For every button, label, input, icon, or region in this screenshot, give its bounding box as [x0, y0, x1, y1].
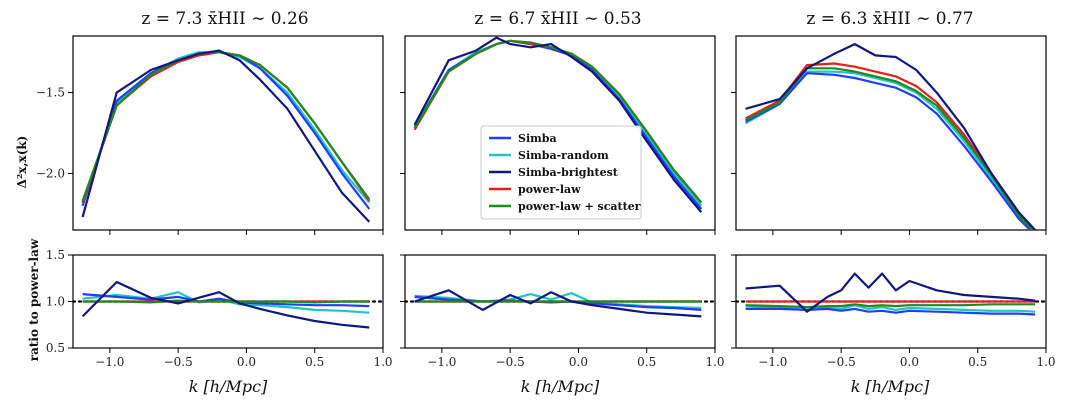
legend-label-simba-brightest: Simba-brightest	[518, 166, 619, 179]
panel-3-top-plot	[731, 35, 1047, 235]
bottom-y-axis-label: ratio to power-law	[27, 238, 41, 361]
simba-brightest-line	[81, 280, 370, 329]
power-law-scatter-line	[82, 299, 370, 304]
x-tick-label: −1.0	[95, 355, 124, 369]
x-tick-label: 1.0	[373, 355, 392, 369]
legend: Simba Simba-random Simba-brightest power-la…	[480, 125, 642, 220]
panel-1-x-axis-label: k [h/Mpc]	[189, 377, 268, 396]
x-tick-label: −0.5	[496, 355, 525, 369]
y-tick-label: 1.5	[46, 248, 65, 262]
plot-frame	[72, 35, 384, 231]
y-tick-label: 1.0	[46, 295, 65, 309]
legend-label-power-law-scatter: power-law + scatter	[518, 200, 641, 213]
simba-brightest-line	[745, 42, 1036, 230]
simba-brightest-line	[413, 36, 703, 213]
x-tick-label: 1.0	[1036, 355, 1055, 369]
power-law-scatter-line	[81, 51, 371, 202]
legend-label-simba-random: Simba-random	[518, 149, 609, 162]
x-tick-label: −0.5	[164, 355, 193, 369]
x-tick-label: −1.0	[427, 355, 456, 369]
simba-random-line	[745, 70, 1034, 230]
legend-box	[480, 125, 642, 220]
x-tick-label: −1.0	[758, 355, 787, 369]
simba-brightest-line	[81, 49, 371, 223]
x-tick-label: 0.5	[637, 355, 656, 369]
panel-3-title: z = 6.3 x̄HII ∼ 0.77	[806, 9, 973, 29]
plot-layer: −1.5 −2.0 0.5 1.0 1.5 −1.0 −0.5 0.0 0.5 1.0 −1.0 −0…	[36, 35, 1056, 369]
legend-label-power-law: power-law	[518, 183, 581, 196]
simba-line	[745, 72, 1032, 230]
panel-1-bottom-plot: 0.5 1.0 1.5 −1.0 −0.5 0.0 0.5 1.0	[46, 248, 393, 369]
simba-brightest-line	[745, 272, 1036, 313]
panel-1-top-plot: −1.5 −2.0	[36, 35, 384, 235]
simba-brightest-line	[414, 289, 702, 318]
series-group	[81, 49, 371, 223]
x-tick-label: 0.0	[569, 355, 588, 369]
panel-3-bottom-plot: −1.0 −0.5 0.0 0.5 1.0	[731, 254, 1056, 369]
panel-2-x-axis-label: k [h/Mpc]	[521, 377, 600, 396]
simba-line	[745, 307, 1036, 316]
y-tick-label: −2.0	[36, 166, 65, 180]
panel-2-title: z = 6.7 x̄HII ∼ 0.53	[474, 9, 641, 29]
panel-1-title: z = 7.3 x̄HII ∼ 0.26	[141, 9, 308, 29]
panel-3-x-axis-label: k [h/Mpc]	[851, 377, 930, 396]
x-tick-label: 0.0	[237, 355, 256, 369]
x-tick-label: 0.0	[900, 355, 919, 369]
series-group	[745, 42, 1036, 230]
y-tick-label: 0.5	[46, 341, 65, 355]
x-tick-label: 0.5	[968, 355, 987, 369]
x-tick-label: 0.5	[305, 355, 324, 369]
top-y-axis-label: Δ²x,x(k)	[15, 136, 29, 189]
panel-2-bottom-plot: −1.0 −0.5 0.0 0.5 1.0	[400, 254, 725, 369]
series-group	[736, 272, 1046, 316]
series-group	[405, 289, 715, 318]
x-tick-label: −0.5	[827, 355, 856, 369]
legend-label-simba: Simba	[518, 132, 557, 145]
power-law-scatter-line	[413, 39, 703, 204]
x-tick-label: 1.0	[705, 355, 724, 369]
series-group	[413, 36, 703, 213]
series-group	[73, 280, 383, 329]
plot-frame	[735, 35, 1047, 231]
y-tick-label: −1.5	[36, 86, 65, 100]
